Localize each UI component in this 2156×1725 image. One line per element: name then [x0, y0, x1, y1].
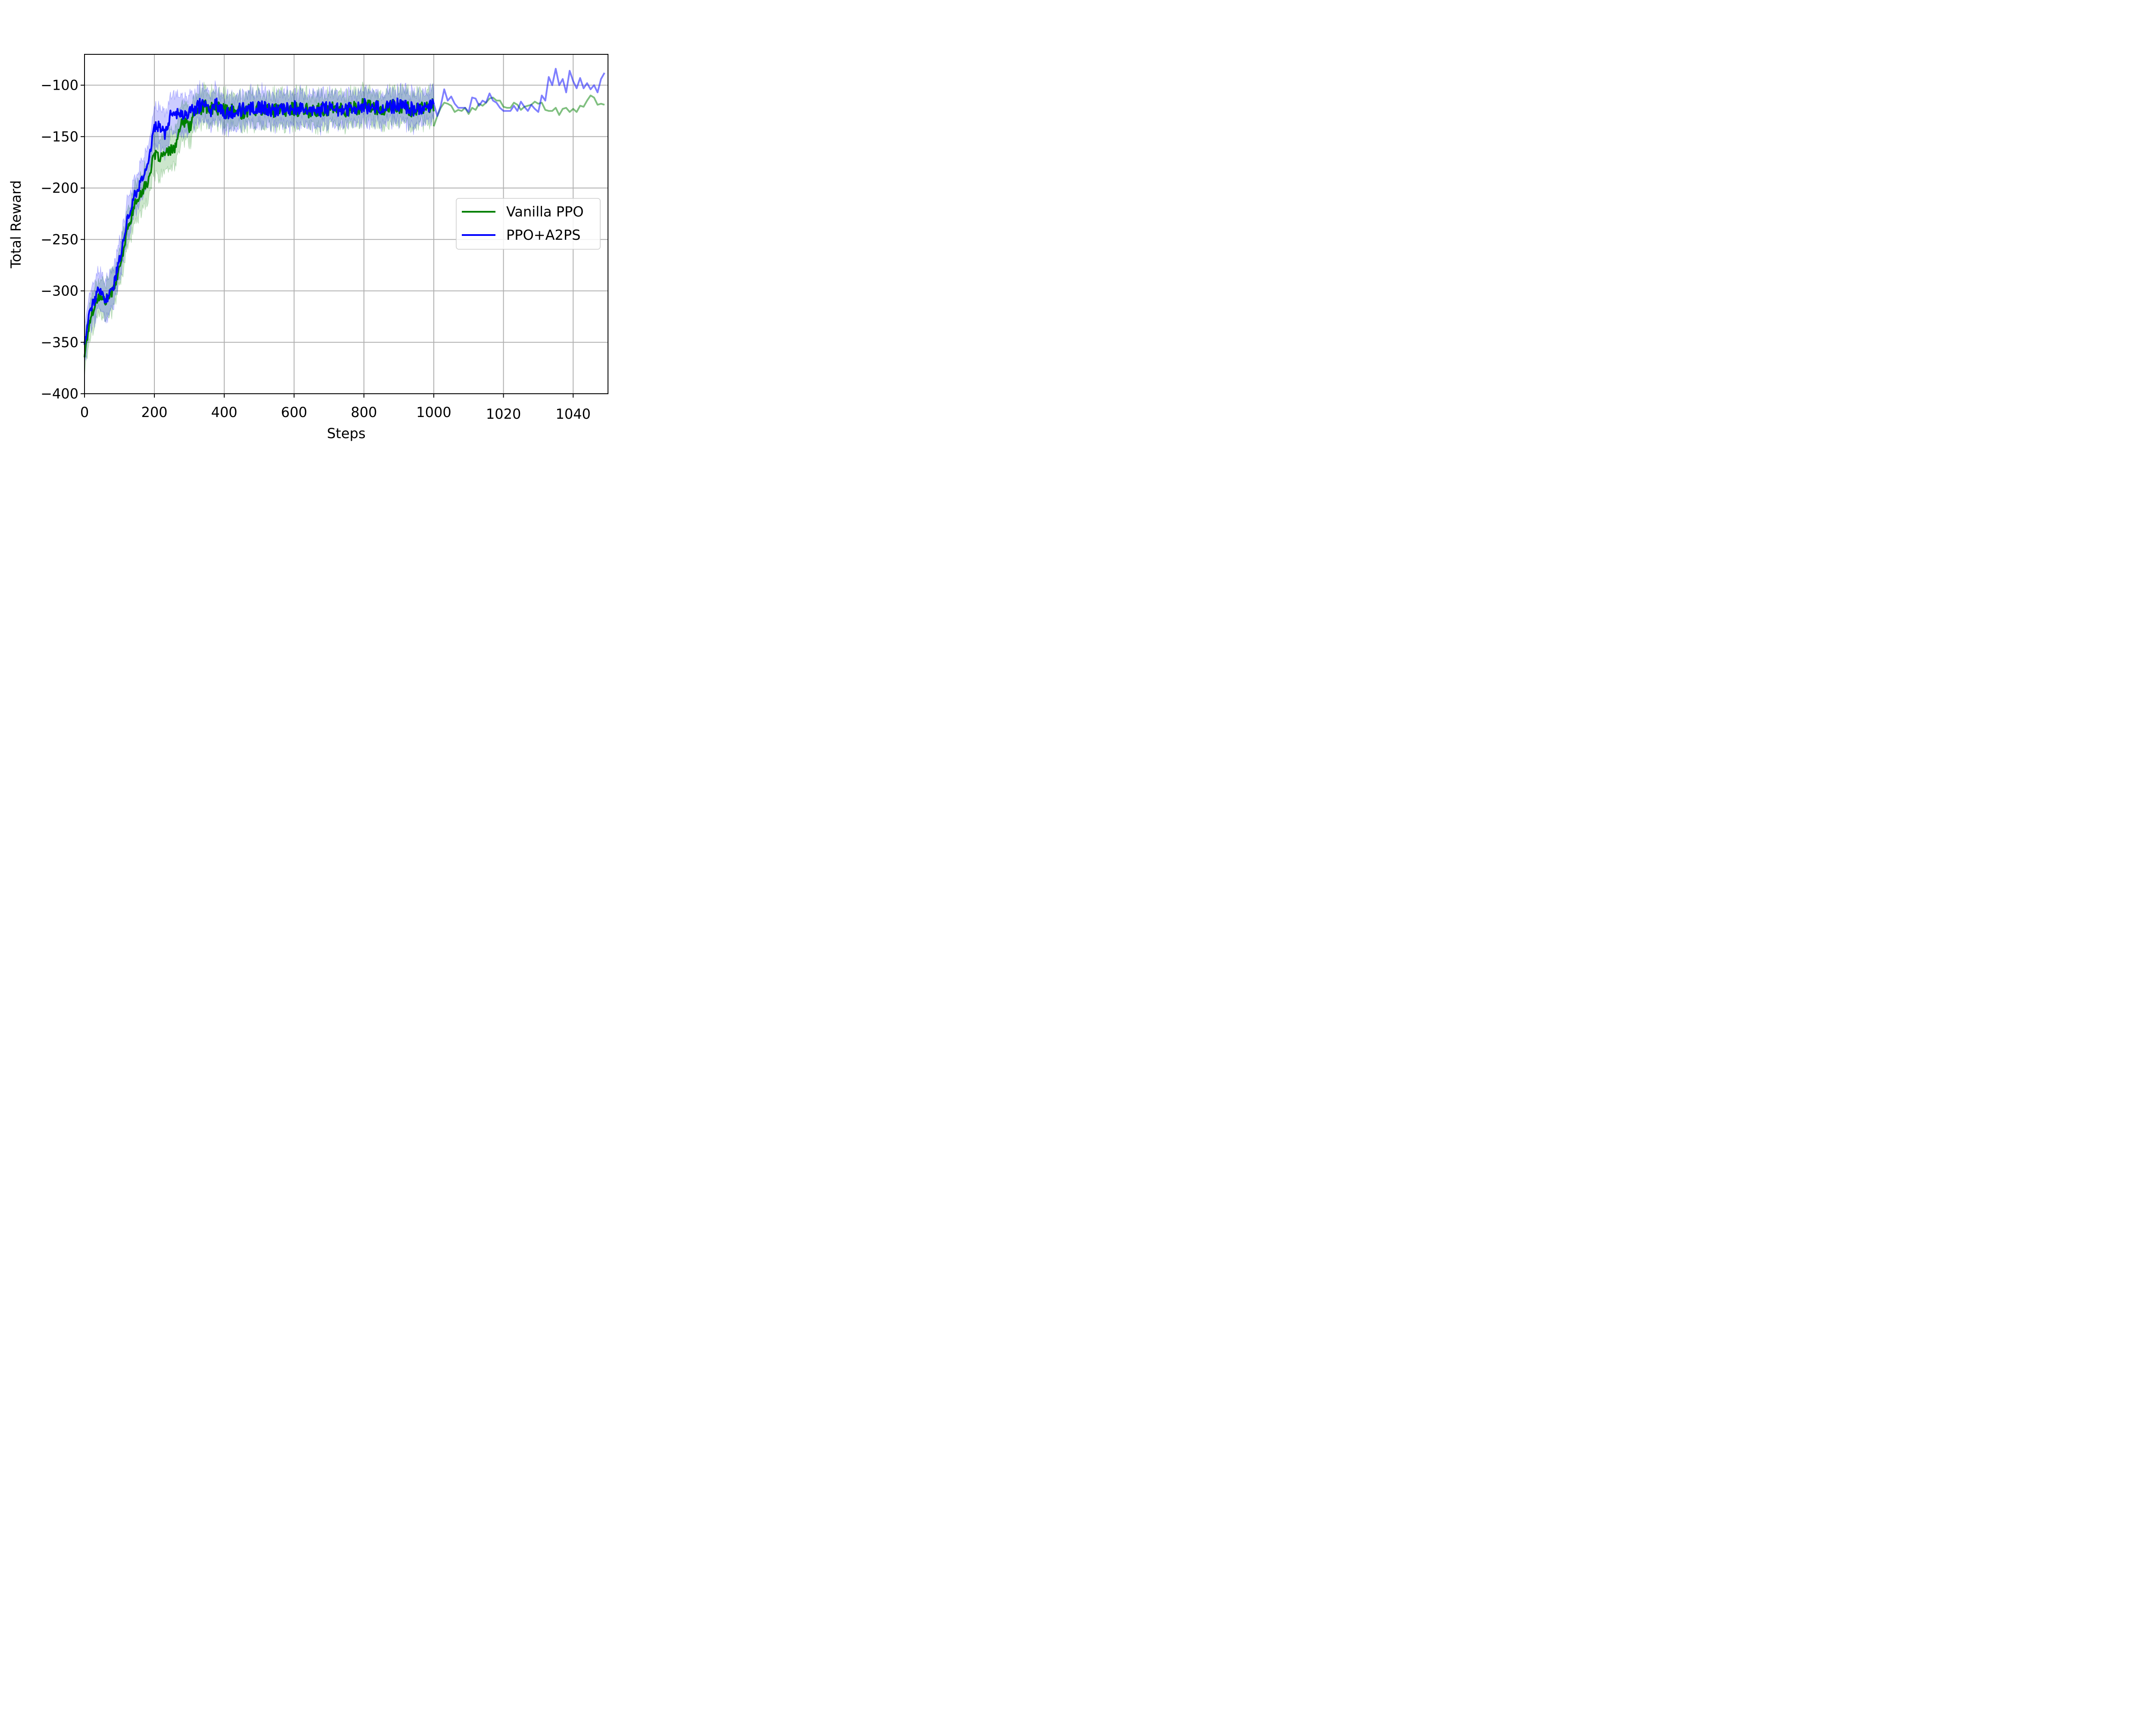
legend-label-ppo-a2ps: PPO+A2PS [506, 227, 580, 243]
plot-frame [84, 54, 608, 394]
x-axis-label: Steps [327, 425, 366, 442]
y-tick-label: −350 [41, 334, 78, 351]
x-tick-label: 400 [211, 404, 237, 420]
series-line-ppo-a2ps [84, 97, 435, 345]
y-tick-label: −250 [41, 231, 78, 248]
x-tick-label: 600 [281, 404, 307, 420]
y-axis-label: Total Reward [8, 180, 24, 269]
legend: Vanilla PPO PPO+A2PS [456, 198, 601, 250]
series-lines [84, 68, 605, 358]
series-extension-ppo-a2ps [433, 68, 605, 117]
x-tick-label: 1000 [416, 404, 451, 420]
y-tick-label: −400 [41, 386, 78, 402]
y-tick-label: −150 [41, 129, 78, 145]
legend-label-vanilla-ppo: Vanilla PPO [506, 204, 584, 220]
x-tick-label: 1040 [555, 406, 590, 422]
axis-ticks: −400 −350 −300 −250 −200 −150 −100 0 200 400 600 80… [41, 77, 591, 422]
y-tick-label: −100 [41, 77, 78, 94]
y-tick-label: −200 [41, 180, 78, 196]
x-tick-label: 1020 [486, 406, 521, 422]
x-tick-label: 800 [351, 404, 377, 420]
y-tick-label: −300 [41, 283, 78, 299]
x-tick-label: 0 [80, 404, 89, 420]
x-tick-label: 200 [141, 404, 167, 420]
chart-canvas: −400 −350 −300 −250 −200 −150 −100 0 200 400 600 80… [0, 0, 666, 452]
